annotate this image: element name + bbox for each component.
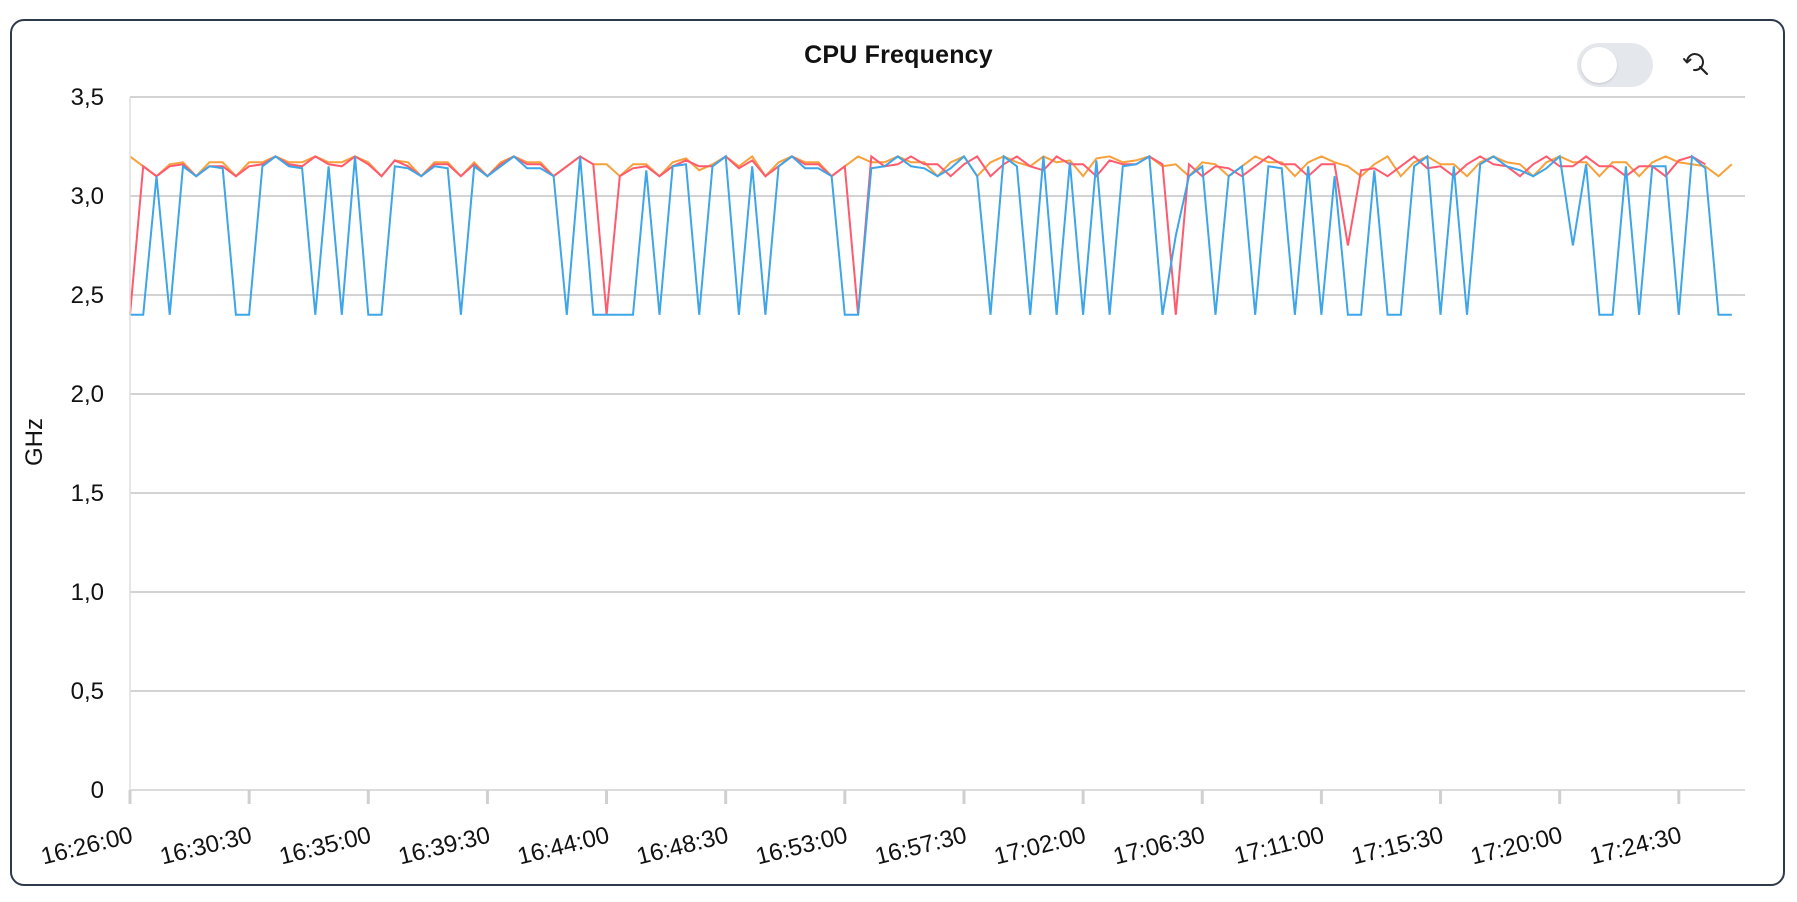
x-tick-label: 17:02:00 [991, 822, 1088, 871]
series-line-3 [130, 154, 1732, 316]
y-tick-label: 1,5 [71, 480, 104, 507]
x-tick-label: 16:30:30 [157, 822, 254, 871]
x-tick-label: 16:48:30 [634, 822, 731, 871]
series-layer [129, 154, 1733, 316]
grid-layer [130, 96, 1745, 791]
x-tick-label: 17:11:00 [1231, 822, 1326, 870]
x-tick-label: 17:06:30 [1111, 822, 1208, 871]
axis-layer: 0 0,5 1,0 1,5 2,0 2,5 3,0 3,5 16:26:00 16:30:30 16… [38, 84, 1684, 870]
x-tick-label: 16:39:30 [396, 822, 493, 871]
toggle-knob [1581, 47, 1617, 83]
reset-zoom-button[interactable] [1678, 45, 1714, 81]
y-axis-label: GHz [21, 418, 48, 466]
x-tick-label: 16:44:00 [515, 822, 612, 871]
x-tick-label: 17:20:00 [1468, 822, 1565, 871]
x-tick-label: 16:57:30 [872, 822, 969, 871]
reset-zoom-icon [1683, 53, 1709, 76]
y-tick-label: 1,0 [71, 579, 104, 606]
y-tick-label: 2,5 [71, 282, 104, 309]
x-tick-label: 17:24:30 [1587, 822, 1684, 871]
x-tick-label: 16:53:00 [753, 822, 850, 871]
x-tick-label: 16:35:00 [277, 822, 374, 871]
chart-title: CPU Frequency [804, 41, 993, 69]
x-tick-label: 17:15:30 [1349, 822, 1446, 871]
y-tick-label: 3,0 [71, 183, 104, 210]
x-tick-label: 16:26:00 [38, 822, 135, 871]
y-tick-label: 3,5 [71, 84, 104, 111]
series-line-2 [129, 154, 1706, 315]
y-tick-label: 0,5 [71, 678, 104, 705]
y-tick-label: 2,0 [71, 381, 104, 408]
chart-toggle-switch[interactable] [1577, 43, 1653, 87]
y-tick-label: 0 [91, 777, 104, 804]
